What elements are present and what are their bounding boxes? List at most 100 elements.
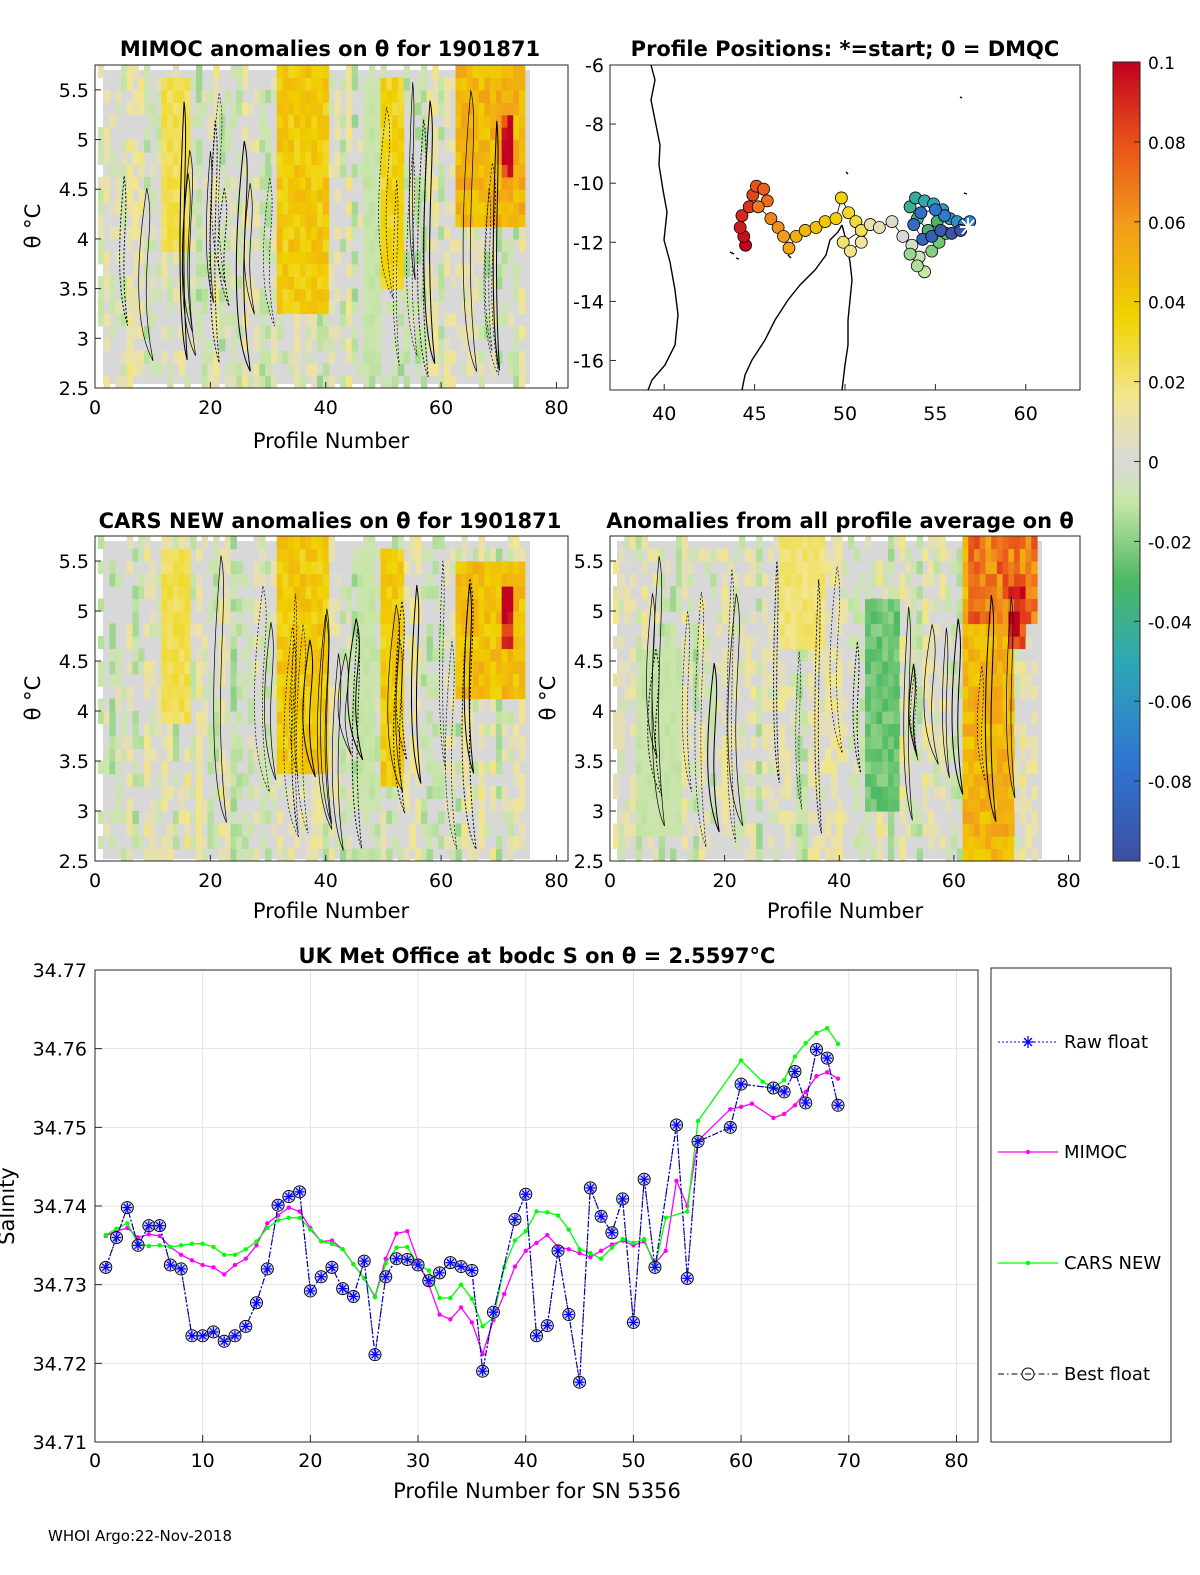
heatmap-cell <box>161 611 168 625</box>
heatmap-cell <box>351 686 359 700</box>
heatmap-cell <box>455 151 462 165</box>
heatmap-cell <box>490 636 497 650</box>
series-dot <box>803 1040 808 1046</box>
heatmap-cell <box>126 686 134 700</box>
heatmap-cell <box>294 723 301 737</box>
heatmap-cell <box>618 698 625 712</box>
heatmap-cell <box>455 548 462 562</box>
heatmap-cell <box>368 823 376 837</box>
heatmap-cell <box>681 661 688 675</box>
heatmap-cell <box>253 636 260 650</box>
heatmap-cell <box>773 586 780 600</box>
heatmap-cell <box>687 598 694 612</box>
heatmap-cell <box>213 823 220 837</box>
raw-float-marker <box>100 1261 112 1273</box>
heatmap-cell <box>178 648 186 662</box>
heatmap-cell <box>201 536 209 550</box>
heatmap-cell <box>345 798 353 812</box>
heatmap-cell <box>317 573 324 587</box>
heatmap-cell <box>334 598 341 612</box>
heatmap-cell <box>207 811 214 825</box>
heatmap-cell <box>501 648 509 662</box>
heatmap-cell <box>184 189 191 203</box>
heatmap-cell <box>501 189 509 203</box>
heatmap-cell <box>658 848 666 862</box>
heatmap-cell <box>207 114 214 128</box>
heatmap-cell <box>363 338 370 352</box>
dot-marker-icon <box>1025 1260 1031 1266</box>
heatmap-cell <box>513 164 520 178</box>
heatmap-cell <box>761 761 769 775</box>
heatmap-cell <box>641 673 648 687</box>
heatmap-cell <box>213 748 220 762</box>
heatmap-cell <box>317 102 324 116</box>
heatmap-cell <box>824 723 832 737</box>
heatmap-cell <box>647 836 654 850</box>
heatmap-cell <box>299 611 307 625</box>
heatmap-cell <box>305 698 312 712</box>
heatmap-cell <box>178 686 186 700</box>
heatmap-cell <box>195 598 203 612</box>
heatmap-cell <box>968 761 975 775</box>
heatmap-cell <box>693 848 700 862</box>
heatmap-cell <box>652 823 660 837</box>
heatmap-cell <box>761 698 769 712</box>
heatmap-cell <box>865 836 872 850</box>
heatmap-cell <box>426 89 434 103</box>
heatmap-cell <box>647 798 654 812</box>
raw-float-marker <box>541 1320 553 1332</box>
heatmap-cell <box>415 586 422 600</box>
heatmap-cell <box>698 736 706 750</box>
heatmap-cell <box>467 798 474 812</box>
heatmap-cell <box>698 823 706 837</box>
heatmap-cell <box>126 350 134 364</box>
heatmap-cell <box>507 251 514 265</box>
heatmap-cell <box>836 836 843 850</box>
heatmap-cell <box>230 836 237 850</box>
series-dot <box>609 1242 615 1247</box>
best-float-marker <box>594 1209 608 1223</box>
heatmap-cell <box>744 786 752 800</box>
heatmap-cell <box>195 77 203 91</box>
heatmap-cell <box>968 773 975 787</box>
heatmap-cell <box>612 786 620 800</box>
heatmap-cell <box>149 350 157 364</box>
heatmap-cell <box>201 89 209 103</box>
heatmap-cell <box>865 673 872 687</box>
heatmap-cell <box>790 611 797 625</box>
heatmap-cell <box>368 77 376 91</box>
heatmap-cell <box>670 586 677 600</box>
heatmap-cell <box>996 798 1004 812</box>
heatmap-cell <box>790 561 797 575</box>
heatmap-cell <box>270 276 278 290</box>
legend-label-best-float: Best float <box>1064 1364 1150 1385</box>
heatmap-cell <box>305 363 312 377</box>
heatmap-cell <box>945 698 952 712</box>
heatmap-cell <box>1002 623 1009 637</box>
heatmap-cell <box>345 176 353 190</box>
series-dot <box>469 1296 475 1302</box>
heatmap-cell <box>727 611 734 625</box>
heatmap-cell <box>270 226 278 240</box>
cars-x-ticks: 0 20 40 60 80 <box>89 855 569 892</box>
float-position-point <box>733 221 747 234</box>
heatmap-cell <box>236 686 243 700</box>
heatmap-cell <box>698 636 706 650</box>
heatmap-cell <box>288 127 295 141</box>
heatmap-cell <box>311 848 318 862</box>
heatmap-cell <box>796 548 803 562</box>
series-dot <box>146 1243 152 1249</box>
heatmap-cell <box>270 611 278 625</box>
heatmap-cell <box>658 598 666 612</box>
heatmap-cell <box>449 761 457 775</box>
heatmap-cell <box>1014 761 1021 775</box>
heatmap-cell <box>403 301 410 315</box>
salinity-series <box>99 1026 845 1389</box>
heatmap-cell <box>1031 811 1038 825</box>
heatmap-cell <box>824 761 832 775</box>
heatmap-cell <box>756 686 763 700</box>
heatmap-cell <box>392 573 399 587</box>
heatmap-cell <box>178 176 186 190</box>
heatmap-cell <box>288 276 295 290</box>
heatmap-cell <box>438 288 445 302</box>
